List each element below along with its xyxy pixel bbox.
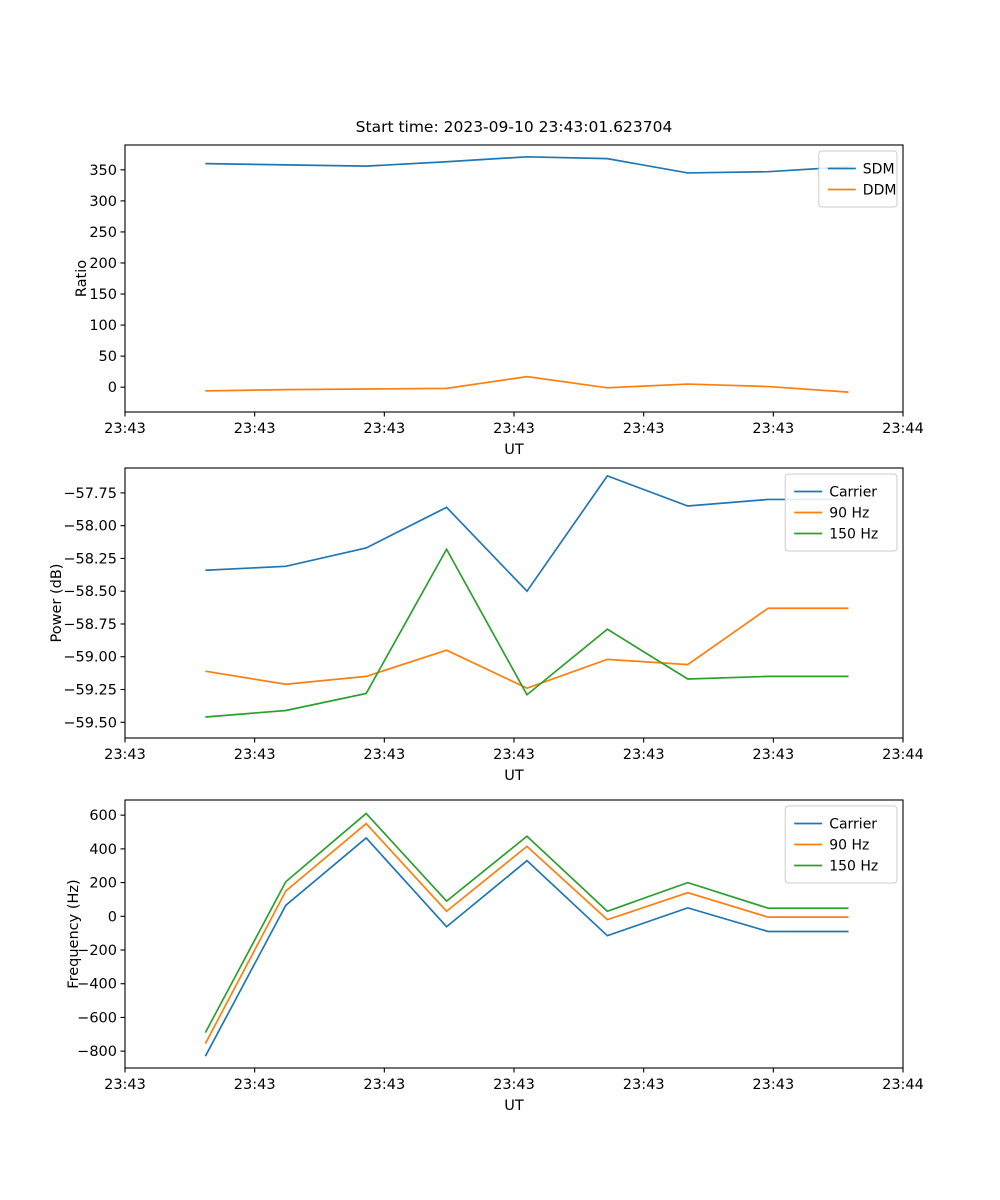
subplot-ratio-xticklabel-0: 23:43 bbox=[104, 421, 146, 437]
subplot-power-xticklabel-3: 23:43 bbox=[493, 747, 535, 763]
subplot-ratio-series-group bbox=[205, 155, 849, 393]
subplot-ratio-series-ddm bbox=[205, 375, 849, 393]
subplot-power-xticklabel-1: 23:43 bbox=[234, 747, 276, 763]
subplot-power-xlabel: UT bbox=[504, 768, 524, 784]
subplot-ratio-yticklabel-6: 300 bbox=[89, 194, 117, 210]
subplot-power-xticklabel-2: 23:43 bbox=[363, 747, 405, 763]
subplot-frequency-legend-label-2: 150 Hz bbox=[829, 859, 878, 875]
subplot-frequency-series-group bbox=[204, 812, 849, 1057]
subplot-frequency-xticklabel-3: 23:43 bbox=[493, 1077, 535, 1093]
subplot-ratio-title: Start time: 2023-09-10 23:43:01.623704 bbox=[356, 118, 673, 136]
subplot-frequency-ylabel: Frequency (Hz) bbox=[66, 879, 82, 988]
subplot-frequency: 23:43 23:43 23:43 23:43 23:43 23:43 23:44 −800 −… bbox=[66, 799, 924, 1114]
subplot-power: 23:43 23:43 23:43 23:43 23:43 23:43 23:44 −57.7… bbox=[49, 467, 924, 784]
subplot-ratio-plot-area bbox=[125, 145, 903, 412]
subplot-power-yticklabel-6: −59.25 bbox=[63, 683, 117, 699]
subplot-ratio: Start time: 2023-09-10 23:43:01.623704 23… bbox=[74, 118, 924, 458]
subplot-power-legend-box bbox=[784, 473, 898, 552]
subplot-ratio-yticklabel-2: 100 bbox=[89, 318, 117, 334]
subplot-power-yticklabel-5: −59.00 bbox=[63, 650, 117, 666]
subplot-ratio-yticklabel-4: 200 bbox=[89, 256, 117, 272]
subplot-power-series-150-hz bbox=[205, 547, 849, 718]
subplot-frequency-series-150-hz bbox=[204, 812, 849, 1033]
subplot-frequency-xticklabel-2: 23:43 bbox=[363, 1077, 405, 1093]
subplot-power-yticklabel-0: −57.75 bbox=[63, 486, 117, 502]
subplot-power-yticklabel-4: −58.75 bbox=[63, 617, 117, 633]
subplot-ratio-xticklabel-3: 23:43 bbox=[493, 421, 535, 437]
subplot-ratio-ylabel: Ratio bbox=[74, 260, 90, 297]
subplot-frequency-yticklabel-3: −200 bbox=[77, 943, 117, 959]
subplot-frequency-legend-box bbox=[784, 805, 898, 884]
subplot-ratio-series-sdm bbox=[205, 155, 849, 174]
subplot-ratio-legend-label-1: DDM bbox=[863, 183, 897, 199]
subplot-power-series-90-hz bbox=[205, 607, 849, 690]
subplot-power-yticklabel-3: −58.50 bbox=[63, 584, 117, 600]
subplot-ratio-yticklabel-7: 350 bbox=[89, 163, 117, 179]
subplot-ratio-legend-box bbox=[818, 150, 898, 208]
subplot-power-xticklabel-5: 23:43 bbox=[752, 747, 794, 763]
subplot-frequency-legend-label-1: 90 Hz bbox=[829, 838, 869, 854]
subplot-ratio-yticklabel-1: 50 bbox=[99, 349, 117, 365]
subplot-ratio-xlabel: UT bbox=[504, 442, 524, 458]
subplot-ratio-xticklabel-4: 23:43 bbox=[623, 421, 665, 437]
subplot-power-legend-label-0: Carrier bbox=[829, 485, 877, 501]
subplot-ratio-yticklabel-3: 150 bbox=[89, 287, 117, 303]
subplot-ratio-legend: SDM DDM bbox=[818, 150, 898, 208]
subplot-frequency-yticklabel-5: 200 bbox=[89, 876, 117, 892]
subplot-frequency-xticklabel-0: 23:43 bbox=[104, 1077, 146, 1093]
subplot-frequency-legend-label-0: Carrier bbox=[829, 817, 877, 833]
subplot-frequency-yticklabel-1: −600 bbox=[77, 1010, 117, 1026]
subplot-frequency-yticklabel-4: 0 bbox=[108, 909, 117, 925]
subplot-ratio-xticklabel-5: 23:43 bbox=[752, 421, 794, 437]
subplot-power-yticklabel-7: −59.50 bbox=[63, 715, 117, 731]
subplot-power-yticklabel-1: −58.00 bbox=[63, 519, 117, 535]
subplot-frequency-yticklabel-2: −400 bbox=[77, 977, 117, 993]
subplot-power-legend: Carrier 90 Hz 150 Hz bbox=[784, 473, 898, 552]
subplot-ratio-legend-label-0: SDM bbox=[863, 162, 895, 178]
subplot-power-xticklabel-0: 23:43 bbox=[104, 747, 146, 763]
subplot-power-ylabel: Power (dB) bbox=[49, 564, 65, 643]
subplot-ratio-yticklabel-5: 250 bbox=[89, 225, 117, 241]
subplot-power-xticklabel-6: 23:44 bbox=[882, 747, 924, 763]
subplot-frequency-legend: Carrier 90 Hz 150 Hz bbox=[784, 805, 898, 884]
subplot-power-plot-area bbox=[125, 468, 903, 738]
subplot-frequency-xticklabel-1: 23:43 bbox=[234, 1077, 276, 1093]
subplot-power-yticklabel-2: −58.25 bbox=[63, 551, 117, 567]
subplot-frequency-series-carrier bbox=[204, 836, 849, 1057]
subplot-power-series-carrier bbox=[205, 474, 849, 593]
subplot-ratio-xticklabel-6: 23:44 bbox=[882, 421, 924, 437]
subplot-frequency-yticklabel-0: −800 bbox=[77, 1044, 117, 1060]
subplot-frequency-xticklabel-6: 23:44 bbox=[882, 1077, 924, 1093]
subplot-power-xticklabel-4: 23:43 bbox=[623, 747, 665, 763]
subplot-power-series-group bbox=[205, 474, 849, 718]
subplot-ratio-yticklabel-0: 0 bbox=[108, 380, 117, 396]
subplot-ratio-xticklabel-1: 23:43 bbox=[234, 421, 276, 437]
subplot-frequency-xticklabel-5: 23:43 bbox=[752, 1077, 794, 1093]
subplot-ratio-xticklabel-2: 23:43 bbox=[363, 421, 405, 437]
subplot-frequency-yticklabel-7: 600 bbox=[89, 808, 117, 824]
subplot-frequency-series-90-hz bbox=[204, 822, 849, 1044]
subplot-power-legend-label-2: 150 Hz bbox=[829, 527, 878, 543]
subplot-frequency-xlabel: UT bbox=[504, 1098, 524, 1114]
subplot-frequency-xticklabel-4: 23:43 bbox=[623, 1077, 665, 1093]
subplot-frequency-plot-area bbox=[125, 800, 903, 1068]
subplot-frequency-yticklabel-6: 400 bbox=[89, 842, 117, 858]
subplot-power-legend-label-1: 90 Hz bbox=[829, 506, 869, 522]
